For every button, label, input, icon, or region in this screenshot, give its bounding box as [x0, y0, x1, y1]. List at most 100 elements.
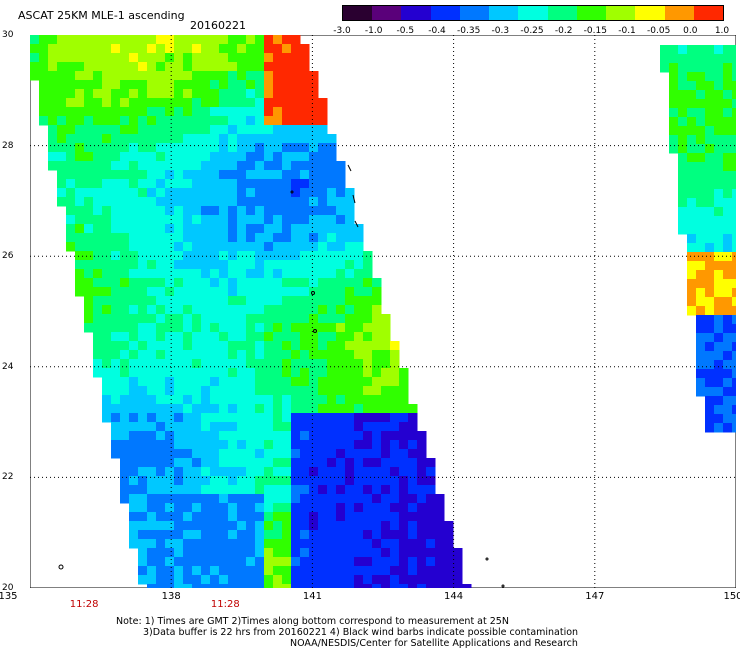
swath-cell — [219, 134, 229, 144]
swath-cell — [183, 584, 193, 588]
swath-cell — [273, 440, 283, 450]
swath-cell — [174, 152, 184, 162]
swath-cell — [291, 332, 301, 342]
swath-cell — [444, 539, 454, 549]
swath-cell — [147, 269, 157, 279]
swath-cell — [354, 440, 364, 450]
swath-cell — [210, 161, 220, 171]
swath-cell — [255, 584, 265, 588]
swath-cell — [246, 458, 256, 468]
swath-cell — [165, 161, 175, 171]
swath-cell — [183, 521, 193, 531]
swath-cell — [219, 503, 229, 513]
swath-cell — [192, 242, 202, 252]
swath-cell — [183, 422, 193, 432]
swath-cell — [705, 90, 715, 100]
swath-cell — [102, 287, 112, 297]
swath-cell — [210, 458, 220, 468]
swath-cell — [210, 476, 220, 486]
swath-cell — [399, 395, 409, 405]
swath-cell — [201, 377, 211, 387]
swath-cell — [129, 287, 139, 297]
swath-cell — [345, 512, 355, 522]
swath-cell — [282, 323, 292, 333]
swath-cell — [399, 413, 409, 423]
swath-cell — [426, 494, 436, 504]
swath-cell — [282, 494, 292, 504]
swath-cell — [174, 269, 184, 279]
swath-cell — [48, 71, 58, 81]
swath-cell — [264, 530, 274, 540]
swath-cell — [399, 584, 409, 588]
swath-cell — [201, 107, 211, 117]
swath-cell — [345, 467, 355, 477]
swath-cell — [183, 98, 193, 108]
swath-cell — [93, 260, 103, 270]
swath-cell — [291, 197, 301, 207]
swath-cell — [147, 260, 157, 270]
swath-cell — [120, 431, 130, 441]
swath-cell — [705, 261, 715, 271]
swath-cell — [156, 233, 166, 243]
swath-cell — [696, 117, 706, 127]
swath-cell — [183, 305, 193, 315]
swath-cell — [165, 566, 175, 576]
swath-cell — [165, 188, 175, 198]
swath-cell — [318, 116, 328, 126]
swath-cell — [705, 126, 715, 136]
swath-cell — [156, 521, 166, 531]
swath-cell — [120, 386, 130, 396]
swath-cell — [300, 260, 310, 270]
swath-cell — [192, 341, 202, 351]
swath-cell — [372, 287, 382, 297]
swath-cell — [192, 161, 202, 171]
swath-cell — [192, 440, 202, 450]
swath-cell — [192, 449, 202, 459]
swath-cell — [120, 188, 130, 198]
swath-cell — [273, 269, 283, 279]
swath-cell — [390, 377, 400, 387]
swath-cell — [102, 152, 112, 162]
swath-cell — [129, 521, 139, 531]
swath-cell — [246, 575, 256, 585]
swath-cell — [318, 305, 328, 315]
swath-cell — [147, 458, 157, 468]
swath-cell — [291, 134, 301, 144]
swath-cell — [723, 216, 733, 226]
swath-cell — [705, 252, 715, 262]
swath-cell — [327, 485, 337, 495]
swath-cell — [345, 305, 355, 315]
swath-cell — [129, 44, 139, 54]
swath-cell — [219, 467, 229, 477]
swath-cell — [273, 35, 283, 45]
swath-cell — [363, 485, 373, 495]
swath-cell — [237, 557, 247, 567]
swath-cell — [408, 512, 418, 522]
swath-cell — [723, 405, 733, 415]
swath-cell — [246, 350, 256, 360]
swath-cell — [48, 53, 58, 63]
swath-cell — [147, 314, 157, 324]
swath-cell — [327, 449, 337, 459]
swath-cell — [210, 467, 220, 477]
swath-cell — [687, 288, 697, 298]
swath-cell — [174, 494, 184, 504]
swath-cell — [138, 359, 148, 369]
swath-cell — [417, 584, 427, 588]
swath-cell — [111, 260, 121, 270]
swath-cell — [192, 107, 202, 117]
swath-cell — [363, 296, 373, 306]
swath-cell — [669, 90, 679, 100]
swath-cell — [300, 422, 310, 432]
swath-cell — [165, 98, 175, 108]
swath-cell — [183, 152, 193, 162]
swath-cell — [363, 341, 373, 351]
swath-cell — [705, 234, 715, 244]
swath-cell — [282, 485, 292, 495]
swath-cell — [66, 179, 76, 189]
swath-cell — [300, 278, 310, 288]
swath-cell — [273, 89, 283, 99]
swath-cell — [264, 143, 274, 153]
swath-cell — [291, 530, 301, 540]
swath-cell — [300, 89, 310, 99]
